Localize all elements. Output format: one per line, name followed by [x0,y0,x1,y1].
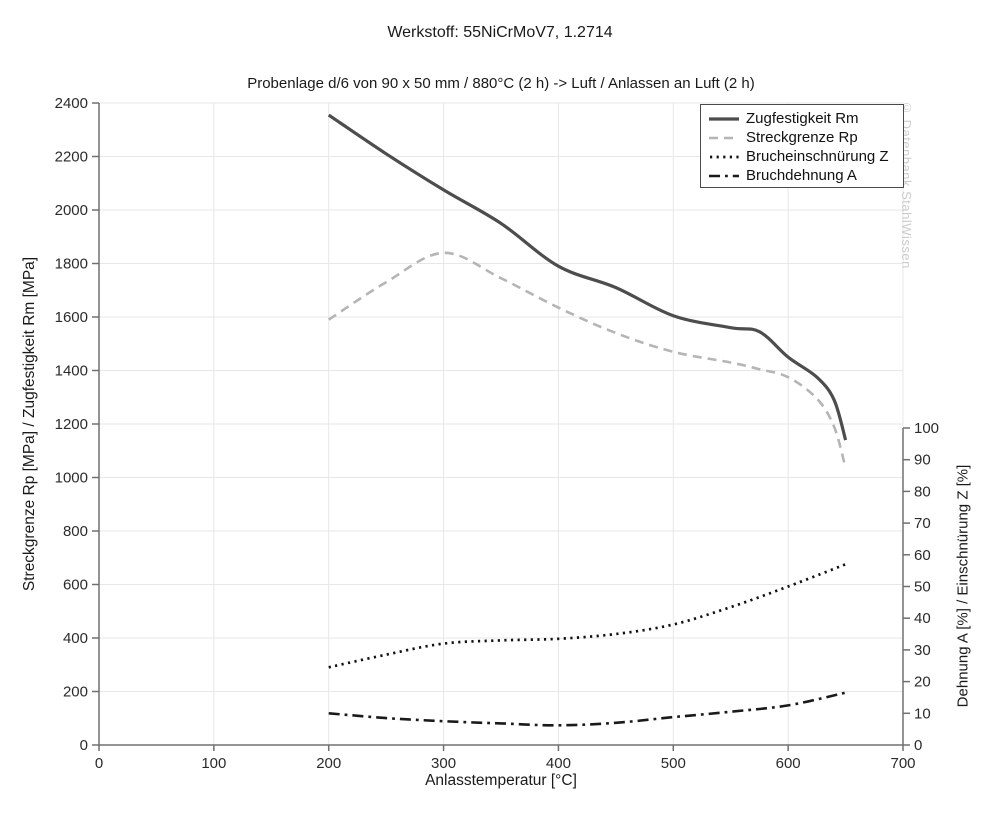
legend-label-rp: Streckgrenze Rp [746,129,858,146]
y-left-tick-label: 2400 [55,95,88,112]
tick-label-layer: 0 100 200 300 400 500 600 700020040060080010001… [55,95,939,772]
y-right-tick-label: 30 [914,642,931,659]
legend-box: Zugfestigkeit Rm Streckgrenze Rp Bruchei… [700,104,904,188]
legend-label-z: Brucheinschnürung Z [746,148,889,165]
y-left-tick-label: 400 [63,630,88,647]
legend-line-solid-icon [709,116,739,121]
x-tick-label: 0 [95,755,103,772]
chart-subtitle: Probenlage d/6 von 90 x 50 mm / 880°C (2… [247,75,755,92]
legend-item-rm: Zugfestigkeit Rm [709,109,895,128]
y-axis-label-left: Streckgrenze Rp [MPa] / Zugfestigkeit Rm… [21,256,38,592]
y-right-tick-label: 20 [914,674,931,691]
x-tick-label: 500 [661,755,686,772]
y-left-tick-label: 800 [63,523,88,540]
y-left-tick-label: 200 [63,684,88,701]
legend-line-dotted-icon [710,155,739,158]
y-left-tick-label: 1400 [55,363,88,380]
legend-item-rp: Streckgrenze Rp [709,128,895,147]
y-left-tick-label: 0 [80,737,88,754]
y-right-tick-label: 100 [914,420,939,437]
series-layer [327,113,848,727]
y-right-tick-label: 10 [914,705,931,722]
chart-title: Werkstoff: 55NiCrMoV7, 1.2714 [387,24,613,41]
series-line-streckgrenze-rp [328,251,847,469]
grid-layer [99,102,904,745]
y-right-tick-label: 40 [914,610,931,627]
y-left-tick-label: 1600 [55,309,88,326]
x-tick-label: 200 [316,755,341,772]
x-axis-label: Anlasstemperatur [°C] [425,772,577,789]
legend-item-a: Bruchdehnung A [709,166,895,185]
y-right-tick-label: 60 [914,547,931,564]
x-tick-label: 600 [776,755,801,772]
y-left-tick-label: 1200 [55,416,88,433]
y-right-tick-label: 80 [914,483,931,500]
series-line-zugfestigkeit-rm [327,113,848,441]
series-line-bruchdehnung-a [328,691,846,727]
x-tick-label: 700 [890,755,915,772]
legend-line-dashdot-icon [709,174,739,177]
y-left-tick-label: 1000 [55,470,88,487]
y-right-tick-label: 70 [914,515,931,532]
legend-line-dashed-icon [709,136,739,139]
x-tick-label: 300 [431,755,456,772]
legend-item-z: Brucheinschnürung Z [709,147,895,166]
y-right-tick-label: 50 [914,579,931,596]
y-right-tick-label: 0 [914,737,922,754]
y-right-tick-label: 90 [914,452,931,469]
y-axis-label-right: Dehnung A [%] / Einschnürung Z [%] [954,464,972,708]
y-left-tick-label: 1800 [55,256,88,273]
legend-label-rm: Zugfestigkeit Rm [746,110,859,127]
x-tick-label: 100 [201,755,226,772]
y-left-tick-label: 2000 [55,202,88,219]
y-left-tick-label: 2200 [55,149,88,166]
axis-layer [92,102,910,751]
x-tick-label: 400 [546,755,571,772]
legend-label-a: Bruchdehnung A [746,167,857,184]
y-left-tick-label: 600 [63,577,88,594]
series-line-brucheinschn-rung-z [328,563,847,669]
